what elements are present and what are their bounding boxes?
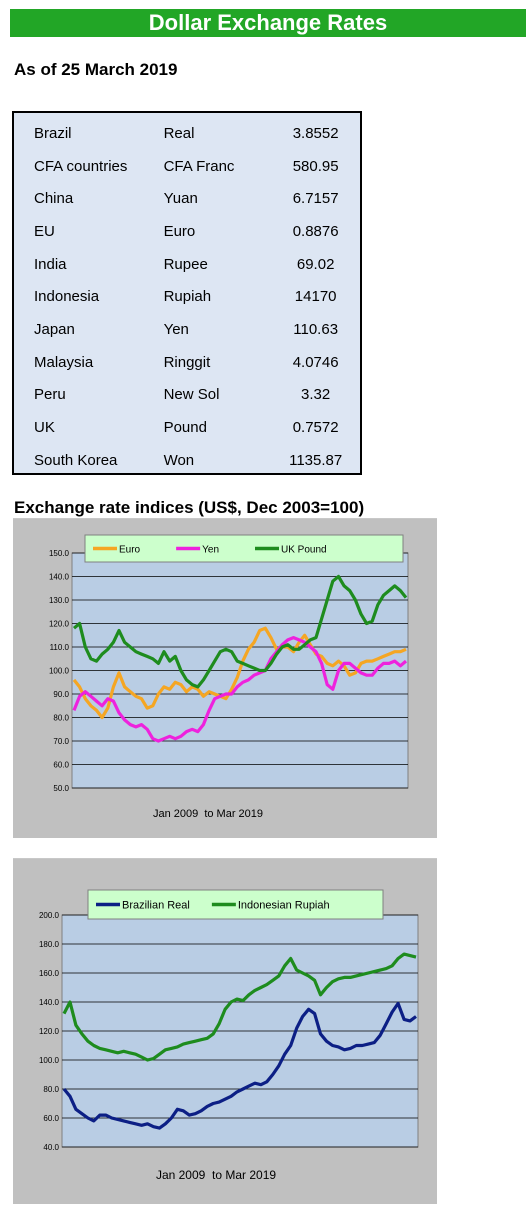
series-line-euro [72,626,407,720]
rate-row: Indonesia Rupiah 14170 [14,280,360,313]
chart-1-panel: 150.0 140.0 130.0 120.0 110.0 100.0 90.0 80.0 70… [13,518,437,838]
rate-row: Malaysia Ringgit 4.0746 [14,346,360,379]
y-tick-label: 200.0 [39,911,60,920]
y-tick-label: 60.0 [43,1114,59,1123]
country-cell: Brazil [34,124,72,142]
rate-row: Japan Yen 110.63 [14,313,360,346]
rate-row: Peru New Sol 3.32 [14,379,360,412]
country-cell: India [34,255,67,273]
rate-value-cell: 580.95 [292,157,339,175]
legend-label: Yen [202,545,219,556]
currency-cell: Yen [163,320,189,338]
rate-value-cell: 3.32 [301,386,331,404]
rate-value-cell: 69.02 [296,255,335,273]
series-line-yen [72,635,408,743]
y-tick-label: 110.0 [50,643,70,652]
rate-value-cell: 0.7572 [292,419,339,437]
currency-cell: Euro [163,222,196,240]
y-tick-label: 150.0 [49,549,70,558]
currency-cell: CFA Franc [163,157,235,175]
legend-label: Brazilian Real [122,900,190,912]
page-title-banner: Dollar Exchange Rates [10,9,526,37]
country-cell: CFA countries [34,157,128,175]
chart-2-panel: 200.0 180.0 160.0 140.0 120.0 100.0 80.0 60.0 40… [13,858,437,1204]
y-tick-label: 50.0 [53,784,69,793]
y-tick-label: 140.0 [39,998,60,1007]
chart-2: 200.0 180.0 160.0 140.0 120.0 100.0 80.0 60.0 40… [39,889,419,1182]
rate-row: Brazil Real 3.8552 [14,117,360,150]
indices-title: Exchange rate indices (US$, Dec 2003=100… [14,498,365,517]
currency-cell: Ringgit [163,353,211,371]
y-tick-label: 120.0 [39,1027,60,1036]
country-cell: EU [34,222,55,240]
currency-cell: Rupiah [163,288,212,306]
country-cell: Indonesia [34,288,100,306]
currency-cell: Won [163,451,195,469]
legend-label: Indonesian Rupiah [238,900,330,912]
y-tick-label: 120.0 [49,620,70,629]
rate-row: UK Pound 0.7572 [14,411,360,444]
rate-row: India Rupee 69.02 [14,248,360,281]
y-tick-label: 60.0 [53,761,69,770]
country-cell: UK [34,419,55,437]
country-cell: China [34,190,74,208]
y-tick-label: 140.0 [49,573,70,582]
legend-label: UK Pound [281,545,327,556]
country-cell: Peru [34,386,66,404]
y-tick-label: 100.0 [49,667,70,676]
country-cell: South Korea [34,451,118,469]
y-tick-label: 130.0 [49,596,70,605]
legend-box [84,534,404,563]
rate-value-cell: 110.63 [293,320,339,338]
page-title: Dollar Exchange Rates [148,10,388,35]
x-axis-label: Jan 2009 to Mar 2019 [153,808,263,820]
rate-row: EU Euro 0.8876 [14,215,360,248]
rate-value-cell: 1135.87 [289,451,343,469]
y-tick-label: 80.0 [53,714,69,723]
y-tick-label: 40.0 [43,1143,59,1152]
currency-cell: Real [163,124,195,142]
currency-cell: Rupee [163,255,208,273]
y-tick-label: 70.0 [53,737,69,746]
currency-cell: Pound [163,419,207,437]
currency-cell: Yuan [163,190,198,208]
exchange-rates-table: Brazil Real 3.8552 CFA countries CFA Franc 58… [14,117,360,477]
rate-value-cell: 0.8876 [292,222,339,240]
country-cell: Japan [34,320,75,338]
as-of-date: As of 25 March 2019 [14,60,178,79]
y-tick-label: 180.0 [39,940,60,949]
exchange-rates-panel: Brazil Real 3.8552 CFA countries CFA Franc 58… [12,111,362,475]
chart-1: 150.0 140.0 130.0 120.0 110.0 100.0 90.0 80.0 70… [49,534,409,820]
series-line-indonesian-rupiah [62,952,417,1062]
rate-value-cell: 3.8552 [292,124,339,142]
x-axis-label: Jan 2009 to Mar 2019 [156,1168,276,1182]
y-tick-label: 80.0 [43,1085,59,1094]
y-tick-label: 90.0 [53,690,69,699]
y-tick-label: 160.0 [39,969,60,978]
y-tick-label: 100.0 [39,1056,60,1065]
series-line-uk-pound [72,574,408,689]
rate-row: South Korea Won 1135.87 [14,444,360,477]
country-cell: Malaysia [34,353,94,371]
rate-value-cell: 6.7157 [292,190,339,208]
legend-box [87,889,384,920]
rate-value-cell: 4.0746 [292,353,339,371]
rate-row: China Yuan 6.7157 [14,182,360,215]
rate-row: CFA countries CFA Franc 580.95 [14,150,360,183]
legend-label: Euro [119,545,141,556]
currency-cell: New Sol [163,386,220,404]
series-line-brazilian-real [62,1001,417,1130]
rate-value-cell: 14170 [294,288,337,306]
